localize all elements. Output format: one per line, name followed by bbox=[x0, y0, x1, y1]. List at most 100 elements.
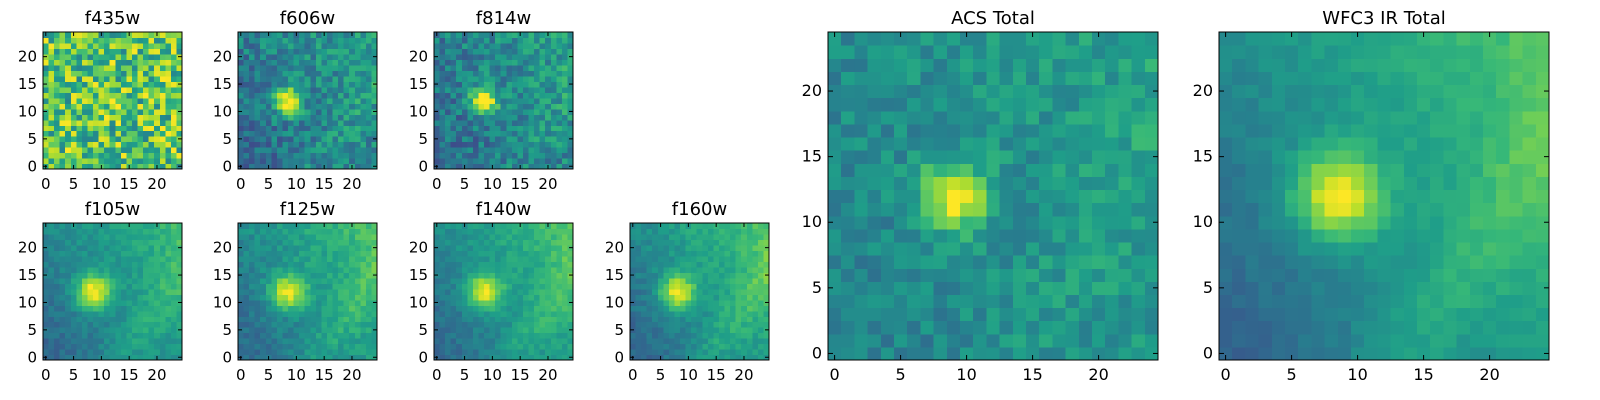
heatmap-cell bbox=[98, 64, 105, 71]
heatmap-cell bbox=[115, 349, 122, 356]
heatmap-cell bbox=[495, 310, 502, 317]
heatmap-cell bbox=[506, 141, 513, 148]
heatmap-cell bbox=[104, 310, 111, 317]
heatmap-cell bbox=[561, 239, 569, 246]
heatmap-cell bbox=[561, 53, 569, 60]
heatmap-cell bbox=[170, 92, 178, 99]
heatmap-cell bbox=[65, 255, 72, 262]
heatmap-cell bbox=[489, 141, 496, 148]
x-tick-label: 20 bbox=[342, 366, 361, 384]
heatmap-cell bbox=[746, 310, 753, 317]
heatmap-cell bbox=[315, 108, 322, 115]
heatmap-cell bbox=[539, 349, 546, 356]
heatmap-cell bbox=[489, 152, 496, 159]
heatmap-cell bbox=[752, 294, 759, 301]
heatmap-cell bbox=[343, 228, 350, 235]
heatmap-cell bbox=[1026, 333, 1040, 348]
heatmap-cell bbox=[522, 321, 530, 328]
heatmap-cell bbox=[724, 288, 731, 295]
heatmap-cell bbox=[646, 266, 653, 273]
heatmap-cell bbox=[109, 48, 116, 55]
heatmap-cell bbox=[159, 277, 166, 284]
heatmap-cell bbox=[1105, 294, 1119, 309]
heatmap-cell bbox=[76, 283, 83, 290]
heatmap-cell bbox=[757, 354, 765, 361]
heatmap-cell bbox=[522, 283, 530, 290]
heatmap-cell bbox=[282, 277, 289, 284]
heatmap-cell bbox=[143, 119, 150, 126]
heatmap-cell bbox=[176, 288, 183, 295]
heatmap-cell bbox=[48, 119, 55, 126]
heatmap-cell bbox=[500, 59, 507, 66]
heatmap-cell bbox=[528, 239, 535, 246]
heatmap-cell bbox=[243, 86, 250, 93]
heatmap-cell bbox=[276, 228, 284, 235]
heatmap-cell bbox=[65, 48, 72, 55]
heatmap-cell bbox=[48, 75, 55, 82]
heatmap-cell bbox=[489, 338, 496, 345]
heatmap-cell bbox=[260, 299, 267, 306]
heatmap-cell bbox=[456, 310, 463, 317]
heatmap-cell bbox=[1092, 241, 1106, 256]
heatmap-cell bbox=[338, 48, 345, 55]
y-tick-label: 0 bbox=[222, 157, 232, 175]
heatmap-cell bbox=[43, 310, 50, 317]
heatmap-cell bbox=[500, 37, 507, 44]
heatmap-cell bbox=[315, 223, 322, 230]
heatmap-cell bbox=[674, 316, 681, 323]
heatmap-cell bbox=[360, 86, 367, 93]
heatmap-cell bbox=[148, 53, 155, 60]
heatmap-cell bbox=[635, 266, 642, 273]
heatmap-cell bbox=[310, 299, 317, 306]
heatmap-cell bbox=[489, 37, 496, 44]
heatmap-cell bbox=[718, 228, 726, 235]
heatmap-cell bbox=[635, 288, 642, 295]
heatmap-cell bbox=[920, 176, 935, 191]
heatmap-cell bbox=[907, 307, 921, 322]
heatmap-cell bbox=[561, 332, 569, 339]
heatmap-cell bbox=[137, 310, 144, 317]
heatmap-cell bbox=[109, 59, 116, 66]
heatmap-cell bbox=[646, 343, 653, 350]
heatmap-cell bbox=[365, 130, 373, 137]
heatmap-cell bbox=[646, 321, 653, 328]
heatmap-cell bbox=[680, 277, 687, 284]
heatmap-cell bbox=[98, 48, 105, 55]
heatmap-cell bbox=[534, 299, 541, 306]
heatmap-cell bbox=[506, 42, 513, 50]
heatmap-cell bbox=[148, 32, 155, 39]
heatmap-cell bbox=[1065, 163, 1080, 177]
heatmap-cell bbox=[550, 310, 557, 317]
heatmap-cell bbox=[238, 277, 245, 284]
heatmap-cell bbox=[752, 261, 759, 268]
heatmap-cell bbox=[467, 42, 474, 50]
heatmap-cell bbox=[109, 283, 116, 290]
heatmap-cell bbox=[276, 327, 284, 334]
heatmap-cell bbox=[478, 37, 485, 44]
heatmap-cell bbox=[310, 158, 317, 165]
heatmap-cell bbox=[522, 277, 530, 284]
heatmap-cell bbox=[707, 321, 714, 328]
heatmap-cell bbox=[310, 75, 317, 82]
heatmap-cell bbox=[511, 294, 518, 301]
heatmap-cell bbox=[293, 141, 300, 148]
heatmap-cell bbox=[326, 32, 334, 39]
heatmap-cell bbox=[534, 343, 541, 350]
heatmap-cell bbox=[946, 268, 961, 282]
heatmap-cell bbox=[550, 305, 557, 312]
heatmap-cell bbox=[685, 349, 692, 356]
heatmap-cell bbox=[545, 343, 552, 350]
heatmap-cell bbox=[271, 42, 278, 50]
heatmap-cell bbox=[120, 70, 127, 77]
heatmap-cell bbox=[238, 321, 245, 328]
heatmap-cell bbox=[76, 37, 83, 44]
heatmap-cell bbox=[299, 37, 306, 44]
heatmap-cell bbox=[461, 294, 468, 301]
heatmap-cell bbox=[371, 70, 378, 77]
heatmap-cell bbox=[500, 272, 507, 279]
heatmap-cell bbox=[517, 283, 524, 290]
heatmap-cell bbox=[635, 327, 642, 334]
heatmap-cell bbox=[880, 294, 895, 309]
heatmap-cell bbox=[265, 130, 272, 137]
heatmap-cell bbox=[93, 114, 100, 121]
